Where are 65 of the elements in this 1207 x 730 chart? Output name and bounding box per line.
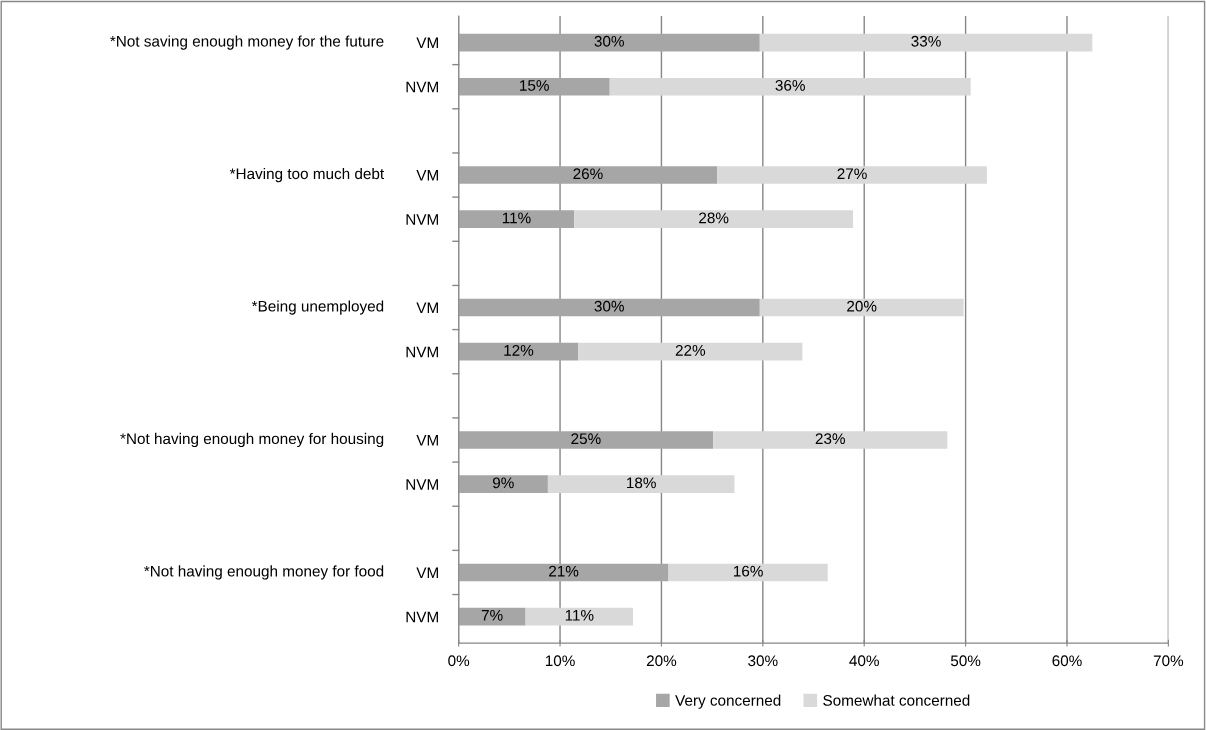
text: *Not saving enough money for the future <box>110 35 384 50</box>
y-tick-label: VM <box>416 567 438 579</box>
data-label: 33% <box>911 35 941 47</box>
bar <box>458 166 718 184</box>
bar <box>713 431 948 449</box>
y-tick-label: VM <box>416 302 438 314</box>
bar <box>458 607 526 626</box>
bar <box>458 342 579 361</box>
bar <box>525 607 634 626</box>
bar <box>458 210 575 229</box>
bar <box>759 298 964 317</box>
data-label: 23% <box>815 433 845 445</box>
legend-label: Somewhat concerned <box>823 694 970 706</box>
data-label: 28% <box>699 212 729 224</box>
x-tick-label: 70% <box>1153 655 1184 667</box>
bar <box>458 563 669 582</box>
data-label: 11% <box>502 212 531 224</box>
y-tick-label: NVM <box>406 479 438 490</box>
x-tick-label: 10% <box>545 655 575 667</box>
data-label: 25% <box>571 433 601 445</box>
data-label: 30% <box>594 300 624 312</box>
x-tick-label: 60% <box>1052 655 1082 667</box>
bar <box>458 431 714 449</box>
bar <box>458 77 610 96</box>
bar <box>458 298 760 317</box>
x-tick-label: 30% <box>748 655 778 667</box>
data-label: 21% <box>549 565 579 577</box>
data-label: 15% <box>520 80 549 91</box>
bar <box>574 210 854 229</box>
y-tick-label: VM <box>416 435 438 446</box>
data-label: 26% <box>573 168 603 180</box>
data-label: 7% <box>481 609 503 621</box>
bar <box>578 342 803 361</box>
data-label: 12% <box>504 344 534 356</box>
y-tick-label: NVM <box>406 346 438 358</box>
data-label: 18% <box>627 477 656 489</box>
y-tick-label: VM <box>416 170 438 181</box>
x-tick-label: 20% <box>646 655 677 667</box>
legend-label: Very concerned <box>675 694 781 709</box>
y-tick-label: NVM <box>406 214 438 225</box>
bar <box>458 33 760 52</box>
bar <box>458 475 548 493</box>
x-tick-label: 40% <box>849 655 879 667</box>
data-label: 27% <box>837 168 867 180</box>
data-label: 20% <box>847 300 877 312</box>
data-label: 30% <box>594 35 624 47</box>
text: *Having too much debt <box>229 167 385 183</box>
text: *Not having enough money for housing <box>120 432 384 448</box>
data-label: 36% <box>775 80 805 91</box>
y-tick-label: VM <box>416 37 438 49</box>
data-label: 16% <box>734 565 763 577</box>
bar <box>759 33 1093 52</box>
data-label: 9% <box>492 477 514 489</box>
bar <box>547 475 735 493</box>
y-tick-label: NVM <box>406 611 438 623</box>
bar <box>668 563 828 582</box>
data-label: 11% <box>565 609 594 621</box>
text: *Not having enough money for food <box>144 565 384 580</box>
text: *Being unemployed <box>251 300 384 315</box>
bar <box>717 166 987 184</box>
bar <box>609 77 971 96</box>
x-tick-label: 0% <box>448 655 470 667</box>
data-label: 22% <box>675 344 706 356</box>
y-tick-label: NVM <box>406 81 438 93</box>
x-tick-label: 50% <box>950 655 981 667</box>
